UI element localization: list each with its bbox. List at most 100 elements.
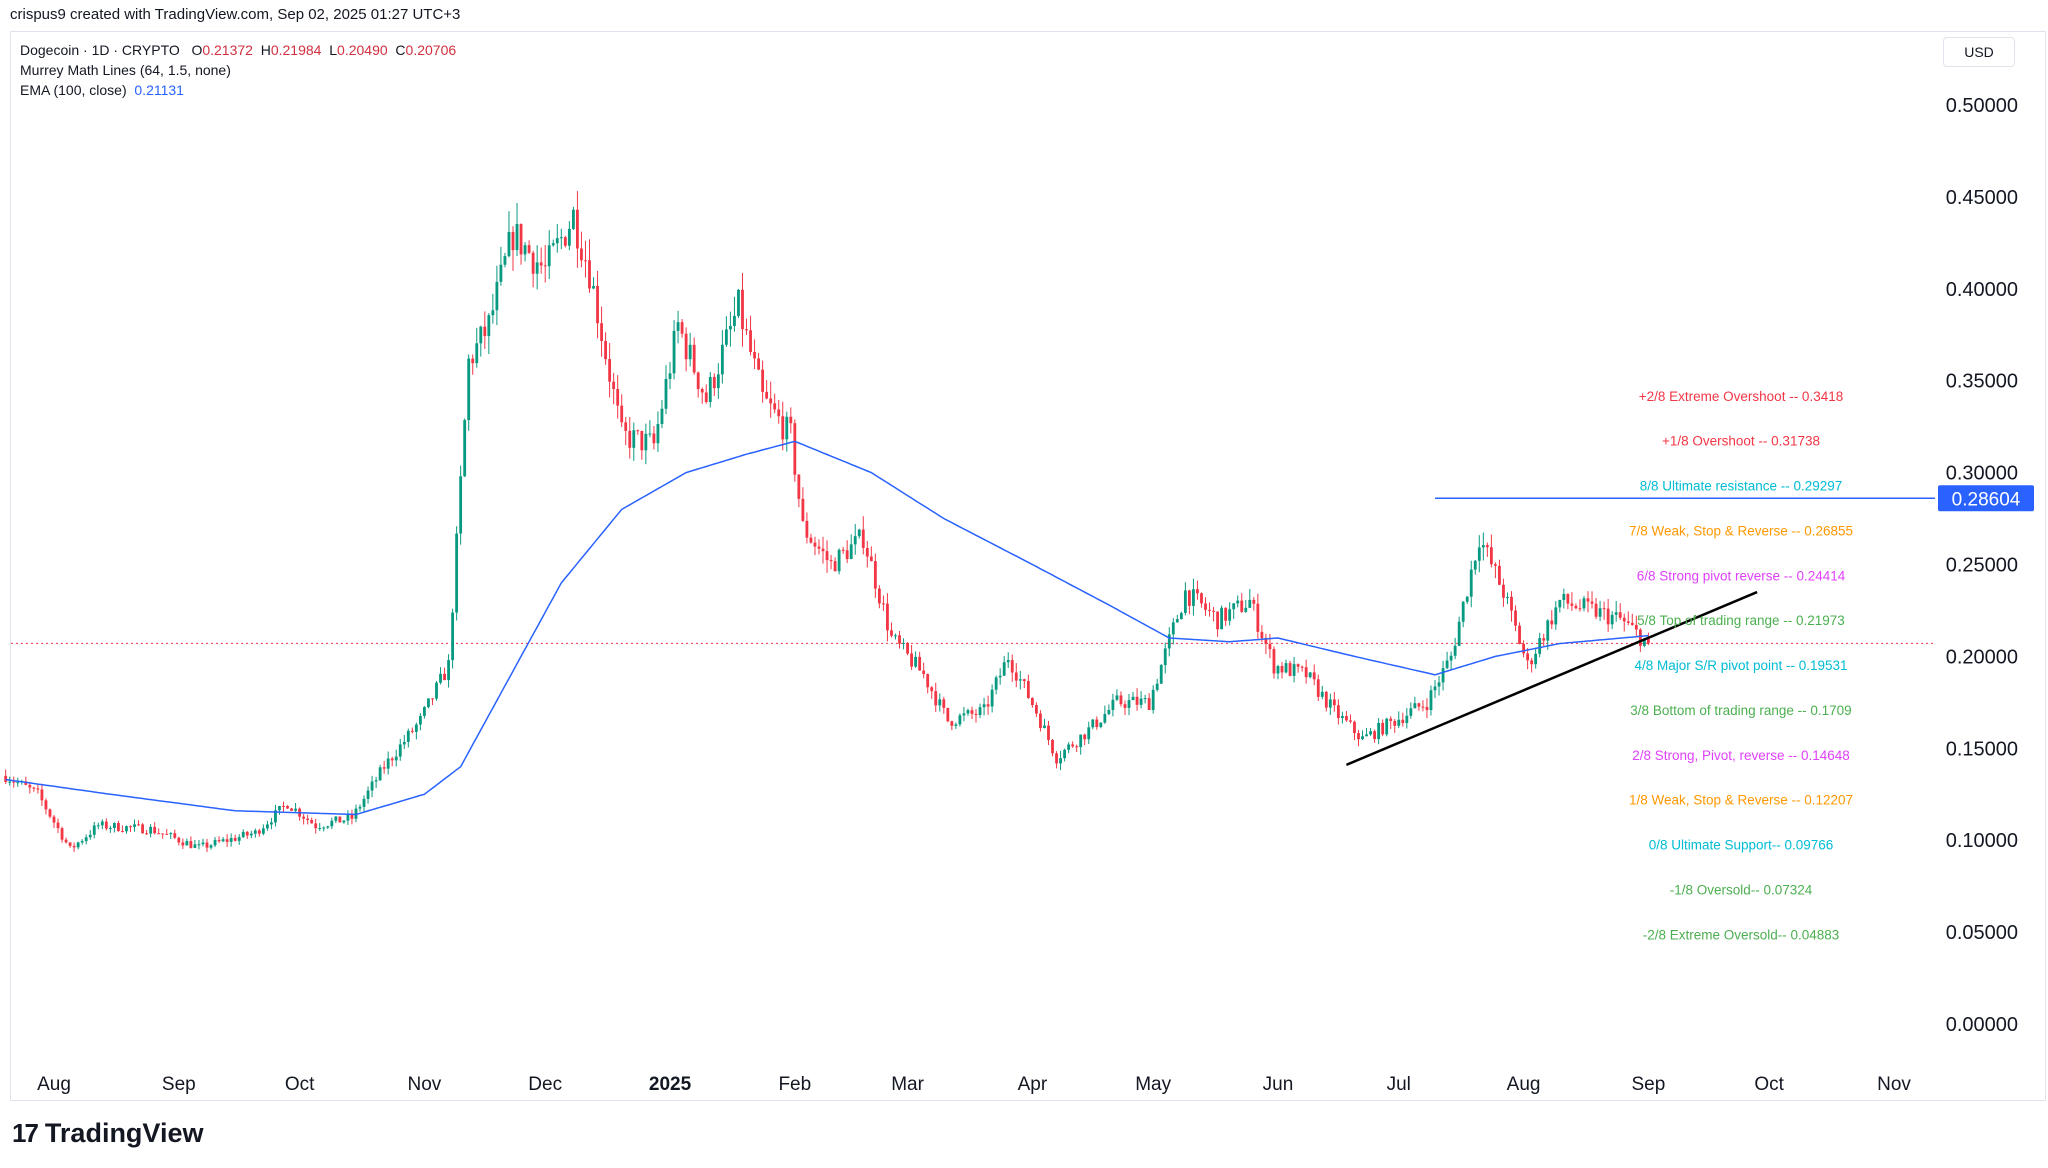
candle	[169, 832, 173, 840]
candle	[1103, 705, 1107, 724]
candle	[970, 706, 974, 720]
candle	[270, 817, 273, 830]
murrey-level-label: 0/8 Ultimate Support-- 0.09766	[1649, 838, 1834, 853]
y-tick-label: 0.30000	[1946, 463, 2018, 485]
symbol-name[interactable]: Dogecoin · 1D · CRYPTO	[20, 42, 180, 58]
candle	[817, 539, 821, 555]
candle	[592, 277, 595, 290]
candle	[781, 401, 785, 451]
candle	[918, 651, 922, 671]
candle	[1590, 591, 1594, 609]
candle	[1055, 751, 1058, 769]
candle	[1477, 535, 1481, 573]
candle	[1107, 704, 1111, 716]
ascending-trendline[interactable]	[1345, 590, 1758, 766]
murrey-level-label: -1/8 Oversold-- 0.07324	[1670, 882, 1813, 897]
currency-button[interactable]: USD	[1943, 37, 2015, 67]
candle	[1131, 691, 1135, 701]
candle	[1489, 534, 1493, 568]
candle	[137, 820, 140, 826]
candle	[1381, 719, 1385, 737]
candle	[475, 327, 479, 368]
candle	[104, 818, 108, 831]
candle	[1143, 694, 1147, 704]
x-tick-label: Aug	[1507, 1074, 1541, 1095]
candle	[1578, 599, 1582, 612]
candle	[24, 776, 28, 786]
candle	[286, 805, 289, 809]
candle	[209, 844, 213, 850]
x-tick-label: Dec	[528, 1074, 562, 1095]
candle	[1365, 727, 1368, 737]
candle	[890, 622, 893, 638]
murrey-level-label: 8/8 Ultimate resistance -- 0.29297	[1640, 479, 1843, 494]
candle	[1425, 698, 1429, 719]
candle	[620, 394, 624, 427]
candle	[1421, 700, 1425, 712]
candle	[414, 722, 418, 740]
candle	[974, 709, 978, 723]
candle	[833, 557, 837, 572]
candle	[44, 798, 48, 815]
candle	[48, 808, 52, 819]
candle	[737, 289, 740, 318]
candle	[559, 228, 563, 250]
candle	[1385, 717, 1389, 737]
candle	[318, 822, 322, 831]
candle	[1312, 664, 1316, 686]
candle	[1111, 693, 1115, 717]
y-tick-label: 0.10000	[1946, 830, 2018, 852]
candle	[483, 311, 487, 349]
candle	[563, 235, 567, 248]
candle	[1119, 691, 1123, 707]
chart-legend: Dogecoin · 1D · CRYPTO O0.21372 H0.21984…	[20, 40, 456, 100]
candle	[1361, 730, 1364, 740]
candle	[733, 296, 736, 332]
candle	[616, 375, 620, 419]
candle	[165, 828, 169, 835]
candle	[624, 416, 628, 446]
candle	[628, 417, 632, 459]
candle	[225, 834, 229, 848]
candle	[88, 829, 92, 840]
candle	[684, 327, 688, 372]
candle	[1224, 607, 1228, 626]
candle	[491, 293, 495, 324]
candle	[1155, 678, 1159, 692]
candle	[1558, 599, 1562, 613]
murrey-indicator-label[interactable]: Murrey Math Lines (64, 1.5, none)	[20, 62, 231, 78]
candle	[330, 817, 334, 830]
resistance-price-tag	[1938, 485, 2034, 512]
candle	[1268, 633, 1272, 659]
candle	[1570, 592, 1574, 611]
candle	[845, 540, 849, 564]
ema-indicator-row[interactable]: EMA (100, close) 0.21131	[20, 80, 456, 100]
candle	[495, 265, 499, 326]
candle	[580, 231, 583, 268]
open-value: 0.21372	[202, 42, 253, 58]
candle	[1453, 637, 1457, 660]
candle	[1401, 712, 1405, 727]
candle	[282, 801, 285, 812]
candle	[1167, 627, 1171, 657]
candle	[1357, 730, 1360, 747]
candle	[1272, 646, 1276, 679]
candle	[290, 807, 293, 811]
candle	[934, 682, 938, 712]
candle	[366, 786, 370, 804]
candle	[80, 839, 84, 845]
candle	[447, 654, 450, 688]
candle	[467, 354, 471, 431]
candle	[16, 777, 20, 787]
candle	[193, 839, 197, 849]
candle	[1002, 656, 1006, 676]
murrey-level-label: -2/8 Extreme Oversold-- 0.04883	[1643, 927, 1840, 942]
candle	[672, 320, 676, 380]
murrey-level-label: 5/8 Top of trading range -- 0.21973	[1637, 613, 1845, 628]
murrey-level-label: +1/8 Overshoot -- 0.31738	[1662, 434, 1820, 449]
candle	[185, 838, 189, 846]
candle	[821, 536, 825, 564]
candle	[1232, 602, 1236, 619]
candle	[64, 837, 68, 844]
